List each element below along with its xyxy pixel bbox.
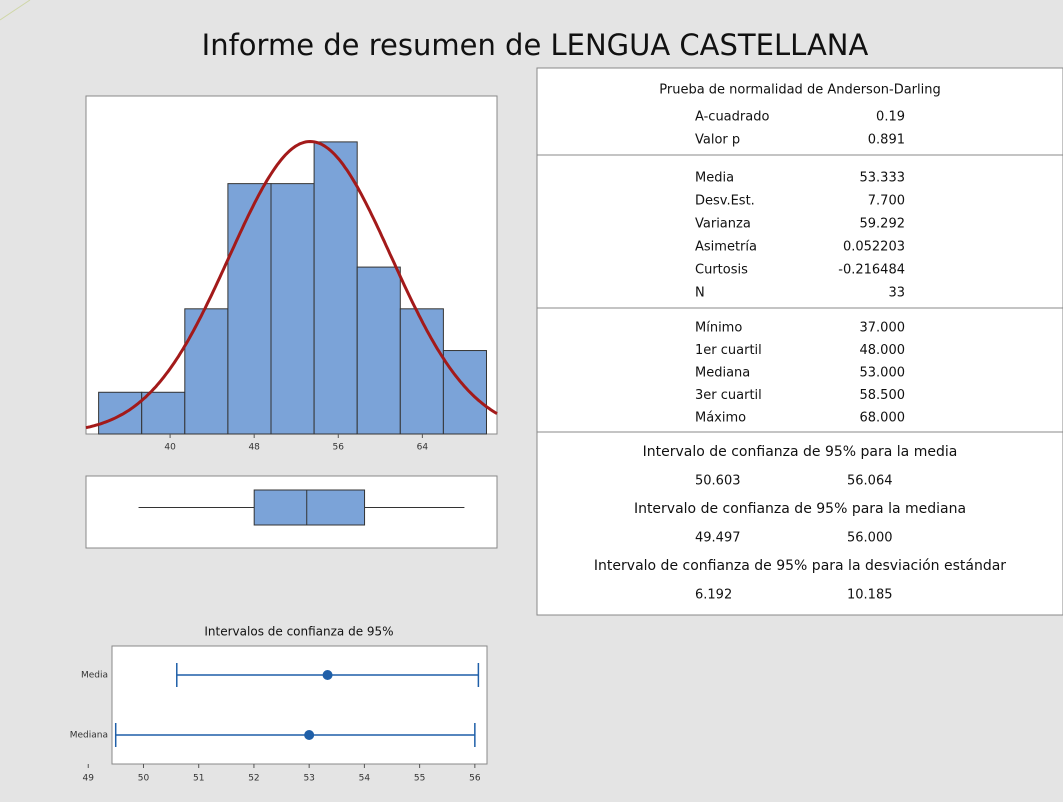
histogram-bar (270, 183, 315, 435)
stat-label: Mediana (695, 366, 750, 381)
stat-label: 3er cuartil (695, 388, 762, 403)
x-tick-label: 49 (83, 774, 95, 784)
stat-value: 53.000 (860, 366, 906, 381)
stat-value: 48.000 (860, 343, 906, 358)
section-header: Intervalo de confianza de 95% para la de… (594, 558, 1006, 574)
section-header: Intervalo de confianza de 95% para la me… (643, 444, 958, 460)
stat-label: Curtosis (695, 263, 748, 278)
stat-label: Varianza (695, 217, 751, 232)
box (253, 489, 366, 526)
x-tick-label: 40 (164, 443, 176, 453)
interval-lower: 50.603 (695, 474, 741, 489)
section-header: Intervalo de confianza de 95% para la me… (634, 501, 966, 517)
histogram-bar (98, 391, 143, 435)
interval-upper: 56.000 (847, 531, 893, 546)
stat-value: 53.333 (860, 171, 906, 186)
x-tick-label: 52 (248, 774, 259, 784)
interval-title: Intervalos de confianza de 95% (204, 625, 393, 639)
stat-value: 0.891 (868, 133, 905, 148)
x-tick-label: 53 (303, 774, 314, 784)
stat-label: A-cuadrado (695, 110, 769, 125)
interval-panel (111, 645, 488, 765)
stat-label: Media (695, 171, 734, 186)
interval-lower: 6.192 (695, 588, 732, 603)
x-tick-label: 64 (417, 443, 429, 453)
histogram-bar (141, 391, 186, 435)
decoration (0, 0, 31, 21)
x-tick-label: 51 (193, 774, 204, 784)
stat-value: 37.000 (860, 321, 906, 336)
histogram-bar (184, 308, 229, 435)
x-tick-label: 56 (333, 443, 345, 453)
stat-value: 59.292 (860, 217, 906, 232)
category-label: Media (81, 671, 108, 681)
stat-label: Asimetría (695, 240, 757, 255)
x-tick-label: 55 (414, 774, 425, 784)
stat-value: 58.500 (860, 388, 906, 403)
stat-value: 0.052203 (843, 240, 905, 255)
x-tick-label: 50 (138, 774, 150, 784)
histogram-bar (442, 350, 487, 435)
stats-panel (536, 67, 1063, 616)
report-title: Informe de resumen de LENGUA CASTELLANA (202, 28, 869, 62)
interval-upper: 10.185 (847, 588, 893, 603)
estimate-point (322, 670, 333, 680)
stat-label: N (695, 286, 705, 301)
stat-value: 68.000 (860, 411, 906, 426)
stat-value: 33 (888, 286, 905, 301)
x-tick-label: 48 (248, 443, 260, 453)
category-label: Mediana (70, 731, 108, 741)
stat-label: Mínimo (695, 321, 742, 336)
stat-value: 7.700 (868, 194, 905, 209)
stat-label: Valor p (695, 133, 740, 148)
stat-value: -0.216484 (838, 263, 905, 278)
interval-lower: 49.497 (695, 531, 741, 546)
estimate-point (304, 730, 315, 740)
x-tick-label: 56 (469, 774, 481, 784)
histogram-bar (356, 266, 401, 435)
stat-label: Desv.Est. (695, 194, 755, 209)
section-header: Prueba de normalidad de Anderson-Darling (659, 83, 941, 98)
histogram-bar (313, 141, 358, 435)
stat-label: Máximo (695, 411, 746, 426)
x-tick-label: 54 (359, 774, 371, 784)
stat-value: 0.19 (876, 110, 905, 125)
normal-curve (85, 139, 498, 430)
interval-upper: 56.064 (847, 474, 893, 489)
stat-label: 1er cuartil (695, 343, 762, 358)
histogram-bar (399, 308, 444, 435)
histogram-bar (227, 183, 272, 435)
